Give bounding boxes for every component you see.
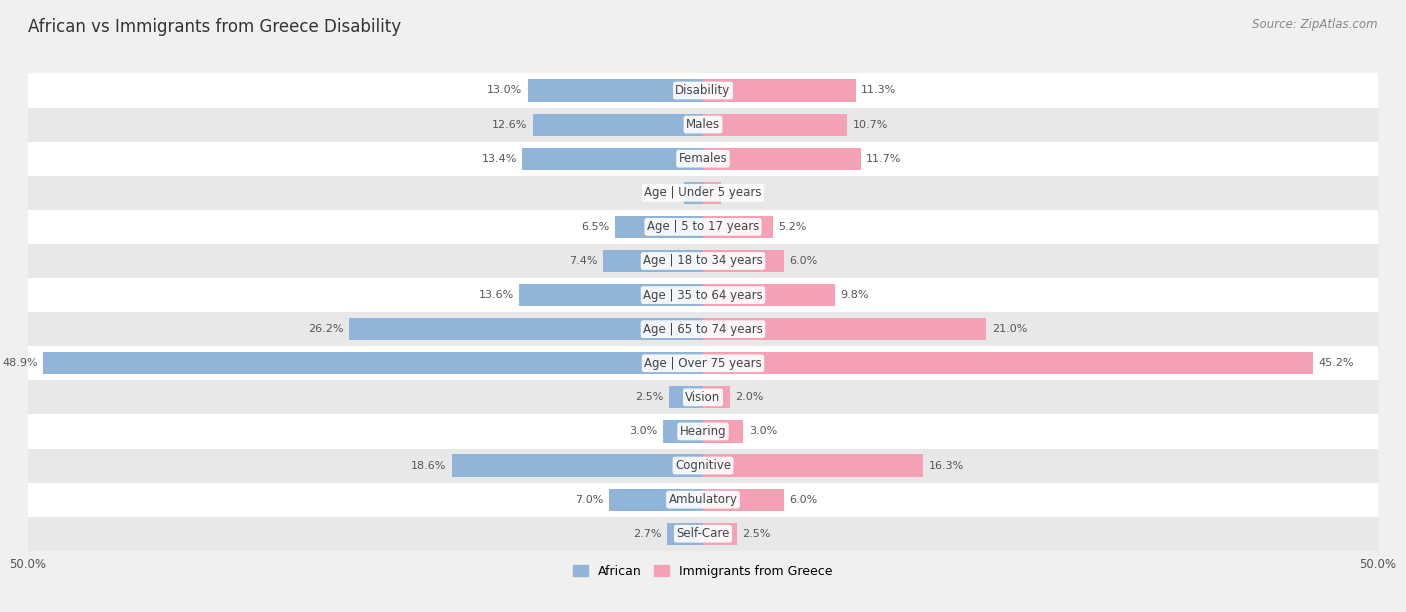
- Text: Cognitive: Cognitive: [675, 459, 731, 472]
- Bar: [703, 80, 855, 102]
- Text: 6.5%: 6.5%: [582, 222, 610, 232]
- Bar: [519, 284, 703, 306]
- Text: 11.7%: 11.7%: [866, 154, 901, 163]
- Text: 1.4%: 1.4%: [651, 188, 679, 198]
- Bar: [28, 176, 1378, 210]
- Text: African vs Immigrants from Greece Disability: African vs Immigrants from Greece Disabi…: [28, 18, 401, 36]
- Text: 11.3%: 11.3%: [860, 86, 896, 95]
- Text: Disability: Disability: [675, 84, 731, 97]
- Text: Vision: Vision: [685, 391, 721, 404]
- Bar: [28, 449, 1378, 483]
- Bar: [703, 250, 785, 272]
- Text: Age | 65 to 74 years: Age | 65 to 74 years: [643, 323, 763, 335]
- Bar: [28, 346, 1378, 380]
- Bar: [703, 420, 744, 442]
- Bar: [533, 113, 703, 136]
- Bar: [28, 312, 1378, 346]
- Bar: [28, 73, 1378, 108]
- Bar: [527, 80, 703, 102]
- Bar: [703, 455, 922, 477]
- Text: Hearing: Hearing: [679, 425, 727, 438]
- Bar: [28, 278, 1378, 312]
- Bar: [662, 420, 703, 442]
- Text: 2.7%: 2.7%: [633, 529, 661, 539]
- Bar: [703, 488, 785, 511]
- Bar: [451, 455, 703, 477]
- Text: 1.3%: 1.3%: [725, 188, 754, 198]
- Text: 13.6%: 13.6%: [479, 290, 515, 300]
- Bar: [28, 414, 1378, 449]
- Text: 12.6%: 12.6%: [492, 119, 527, 130]
- Text: 21.0%: 21.0%: [991, 324, 1028, 334]
- Bar: [28, 483, 1378, 517]
- Text: 9.8%: 9.8%: [841, 290, 869, 300]
- Text: 5.2%: 5.2%: [779, 222, 807, 232]
- Bar: [703, 182, 720, 204]
- Legend: African, Immigrants from Greece: African, Immigrants from Greece: [568, 560, 838, 583]
- Text: Age | 35 to 64 years: Age | 35 to 64 years: [643, 289, 763, 302]
- Bar: [703, 523, 737, 545]
- Bar: [666, 523, 703, 545]
- Text: Females: Females: [679, 152, 727, 165]
- Bar: [44, 352, 703, 375]
- Text: 2.5%: 2.5%: [742, 529, 770, 539]
- Text: 7.4%: 7.4%: [569, 256, 598, 266]
- Text: 45.2%: 45.2%: [1319, 358, 1354, 368]
- Text: Age | Over 75 years: Age | Over 75 years: [644, 357, 762, 370]
- Text: 7.0%: 7.0%: [575, 494, 603, 505]
- Bar: [685, 182, 703, 204]
- Text: 2.5%: 2.5%: [636, 392, 664, 402]
- Bar: [349, 318, 703, 340]
- Text: Age | 5 to 17 years: Age | 5 to 17 years: [647, 220, 759, 233]
- Text: 10.7%: 10.7%: [853, 119, 889, 130]
- Text: Ambulatory: Ambulatory: [668, 493, 738, 506]
- Bar: [28, 380, 1378, 414]
- Bar: [609, 488, 703, 511]
- Text: Age | 18 to 34 years: Age | 18 to 34 years: [643, 255, 763, 267]
- Text: 3.0%: 3.0%: [749, 427, 778, 436]
- Bar: [703, 352, 1313, 375]
- Text: Source: ZipAtlas.com: Source: ZipAtlas.com: [1253, 18, 1378, 31]
- Bar: [703, 113, 848, 136]
- Text: 16.3%: 16.3%: [928, 461, 963, 471]
- Bar: [703, 284, 835, 306]
- Bar: [703, 216, 773, 238]
- Text: 13.0%: 13.0%: [486, 86, 522, 95]
- Bar: [28, 141, 1378, 176]
- Bar: [703, 386, 730, 408]
- Text: 3.0%: 3.0%: [628, 427, 657, 436]
- Text: 6.0%: 6.0%: [789, 494, 818, 505]
- Bar: [669, 386, 703, 408]
- Bar: [28, 244, 1378, 278]
- Text: Males: Males: [686, 118, 720, 131]
- Text: 18.6%: 18.6%: [411, 461, 447, 471]
- Bar: [28, 108, 1378, 141]
- Bar: [28, 210, 1378, 244]
- Bar: [703, 318, 987, 340]
- Text: 26.2%: 26.2%: [308, 324, 344, 334]
- Text: 48.9%: 48.9%: [1, 358, 38, 368]
- Bar: [522, 147, 703, 170]
- Text: Age | Under 5 years: Age | Under 5 years: [644, 186, 762, 200]
- Bar: [703, 147, 860, 170]
- Text: 6.0%: 6.0%: [789, 256, 818, 266]
- Bar: [616, 216, 703, 238]
- Text: 2.0%: 2.0%: [735, 392, 763, 402]
- Text: 13.4%: 13.4%: [481, 154, 517, 163]
- Text: Self-Care: Self-Care: [676, 528, 730, 540]
- Bar: [28, 517, 1378, 551]
- Bar: [603, 250, 703, 272]
